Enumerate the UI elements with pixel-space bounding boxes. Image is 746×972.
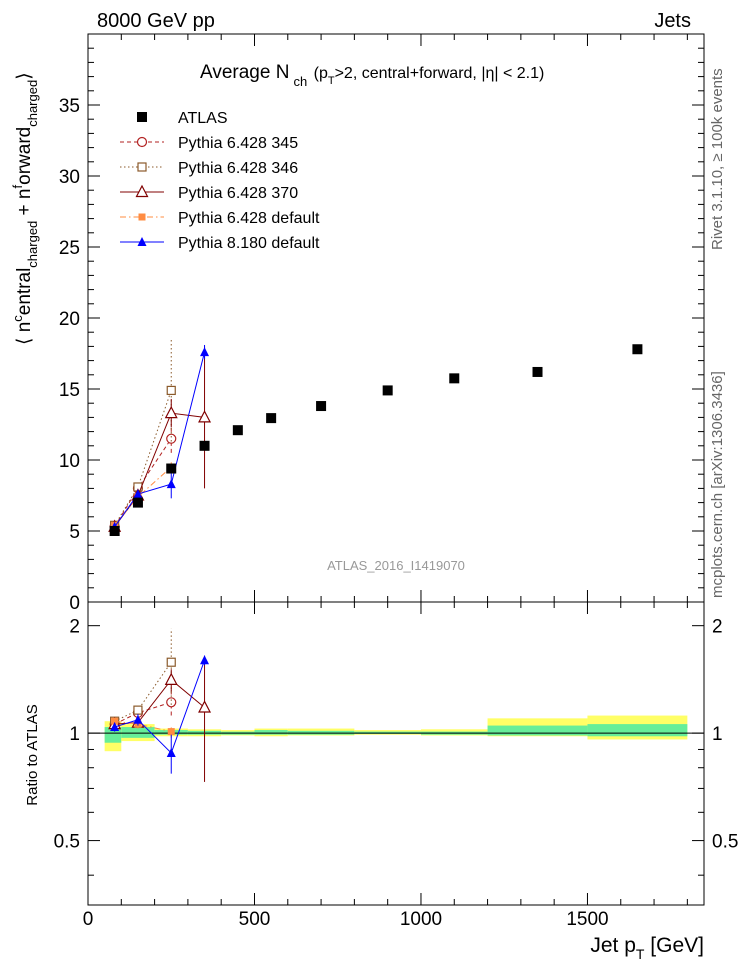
main-series-pythia-6-428-370 bbox=[108, 346, 212, 532]
xlabel: Jet pT [GeV] bbox=[590, 934, 704, 962]
main-data-point bbox=[232, 425, 243, 436]
x-tick-label: 1000 bbox=[400, 909, 442, 930]
y-tick-label: 30 bbox=[59, 167, 80, 188]
legend-label: Pythia 6.428 default bbox=[178, 210, 320, 227]
legend-marker bbox=[138, 213, 146, 221]
ratio-series-group bbox=[108, 628, 212, 782]
ratio-y-tick-label: 0.5 bbox=[54, 832, 80, 853]
legend: ATLAS Pythia 6.428 345 Pythia 6.428 346 Pyt… bbox=[120, 110, 320, 252]
y-tick-label: 10 bbox=[59, 451, 80, 472]
ratio-y-tick-label-right: 0.5 bbox=[712, 832, 738, 853]
legend-marker bbox=[137, 162, 147, 172]
ratio-ylabel: Ratio to ATLAS bbox=[24, 704, 41, 805]
legend-item-pythia-6-428-370: Pythia 6.428 370 bbox=[120, 184, 298, 202]
ratio-y-tick-label: 1 bbox=[69, 724, 80, 745]
legend-item-pythia-6-428-345: Pythia 6.428 345 bbox=[120, 135, 298, 152]
legend-item-pythia-6-428-346: Pythia 6.428 346 bbox=[120, 160, 298, 177]
main-data-point bbox=[200, 347, 210, 357]
legend-label: ATLAS bbox=[178, 110, 228, 127]
side-rivet-label: Rivet 3.1.10, ≥ 100k events bbox=[709, 68, 726, 250]
ratio-frame bbox=[87, 601, 705, 906]
ratio-data-point bbox=[133, 705, 143, 715]
main-data-point bbox=[109, 526, 120, 536]
ratio-data-point bbox=[167, 728, 175, 736]
ratio-band-inner bbox=[254, 730, 288, 735]
main-series-group bbox=[108, 339, 643, 536]
legend-label: Pythia 8.180 default bbox=[178, 235, 320, 252]
ratio-data-point bbox=[111, 717, 119, 725]
main-data-point bbox=[164, 405, 178, 419]
main-data-point bbox=[166, 463, 177, 474]
main-data-point bbox=[198, 410, 212, 423]
ratio-data-point bbox=[164, 672, 178, 685]
main-series-atlas bbox=[109, 344, 643, 536]
ratio-band-inner bbox=[121, 727, 155, 738]
legend-marker bbox=[135, 184, 149, 198]
main-data-point bbox=[166, 433, 177, 444]
ratio-y-tick-label: 2 bbox=[69, 617, 80, 638]
ratio-band-inner bbox=[587, 724, 688, 737]
x-tick-label: 500 bbox=[239, 909, 271, 930]
header-energy-label: 8000 GeV pp bbox=[97, 10, 215, 32]
y-tick-label: 35 bbox=[59, 96, 80, 117]
ratio-data-point bbox=[200, 655, 210, 665]
main-data-point bbox=[166, 479, 176, 489]
legend-item-pythia-8-180-default: Pythia 8.180 default bbox=[120, 235, 320, 252]
ratio-data-point bbox=[133, 714, 143, 724]
main-series-pythia-8-180-default bbox=[110, 344, 210, 531]
main-data-point bbox=[632, 344, 643, 355]
y-tick-label: 25 bbox=[59, 238, 80, 259]
main-data-point bbox=[449, 373, 460, 384]
ratio-band-inner bbox=[487, 725, 588, 736]
main-series-line bbox=[114, 466, 172, 526]
ratio-series-line bbox=[114, 660, 206, 754]
ratio-series-pythia-8-180-default bbox=[110, 655, 210, 774]
y-tick-label: 5 bbox=[69, 522, 80, 543]
x-tick-label: 0 bbox=[83, 909, 94, 930]
axes-group: 0 500 1000 1500 0 5 10 15 20 25 30 35 0.5 0.5 1 1 2 2 bbox=[54, 33, 738, 930]
main-ylabel: ⟨ ncentralcharged + nforwardcharged⟩ bbox=[10, 72, 40, 345]
main-data-point bbox=[266, 413, 277, 424]
main-data-point bbox=[382, 385, 393, 396]
ratio-data-point bbox=[198, 700, 212, 713]
main-series-pythia-6-428-345 bbox=[109, 424, 177, 532]
main-series-line bbox=[114, 412, 205, 528]
legend-item-pythia-6-428-default: Pythia 6.428 default bbox=[120, 210, 320, 227]
ratio-y-tick-label-right: 2 bbox=[712, 617, 723, 638]
ratio-data-point bbox=[166, 697, 177, 708]
ratio-data-point bbox=[166, 747, 176, 757]
legend-marker bbox=[136, 136, 148, 148]
legend-marker bbox=[137, 112, 147, 122]
main-data-point bbox=[132, 497, 143, 508]
main-data-point bbox=[199, 440, 210, 451]
legend-marker bbox=[137, 237, 147, 246]
analysis-id-label: ATLAS_2016_I1419070 bbox=[327, 558, 465, 573]
y-tick-label: 0 bbox=[69, 593, 80, 614]
ratio-y-tick-label-right: 1 bbox=[712, 724, 723, 745]
y-tick-label: 15 bbox=[59, 380, 80, 401]
y-tick-label: 20 bbox=[59, 309, 80, 330]
ratio-data-point bbox=[110, 722, 120, 732]
header-jets-label: Jets bbox=[654, 10, 691, 32]
side-mcplots-label: mcplots.cern.ch [arXiv:1306.3436] bbox=[709, 371, 726, 598]
ratio-data-point bbox=[166, 657, 176, 667]
main-data-point bbox=[532, 366, 543, 377]
legend-label: Pythia 6.428 370 bbox=[178, 185, 298, 202]
main-data-point bbox=[316, 401, 327, 412]
legend-item-atlas: ATLAS bbox=[137, 110, 228, 127]
main-data-point bbox=[133, 489, 143, 499]
ratio-series-line bbox=[114, 661, 172, 722]
main-data-point bbox=[166, 385, 176, 396]
ratio-series-line bbox=[114, 701, 172, 725]
x-tick-label: 1500 bbox=[566, 909, 608, 930]
legend-label: Pythia 6.428 345 bbox=[178, 135, 298, 152]
legend-label: Pythia 6.428 346 bbox=[178, 160, 298, 177]
main-series-line bbox=[114, 351, 206, 528]
